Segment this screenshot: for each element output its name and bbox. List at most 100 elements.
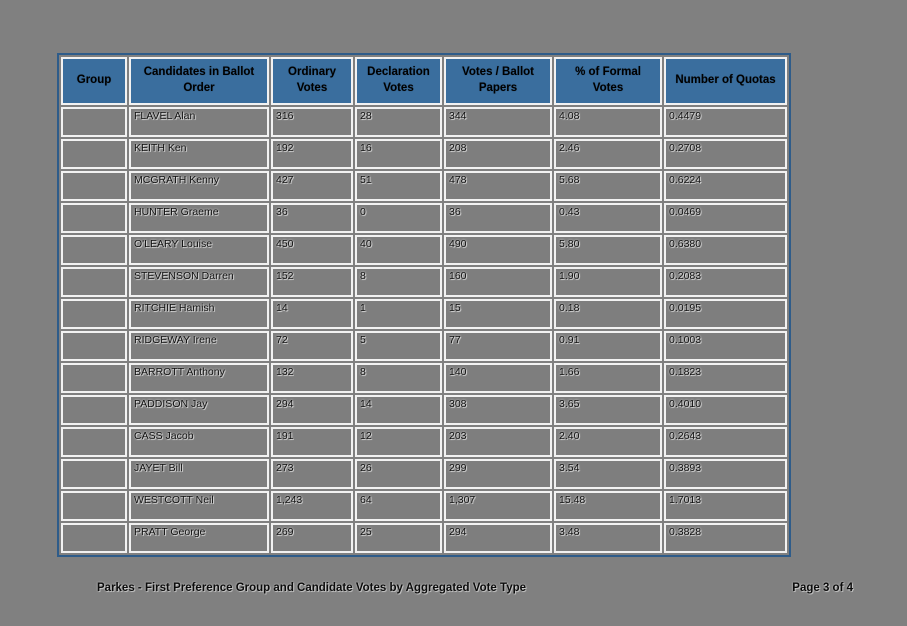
cell-number-of-quotas: 0.0469 [664,203,787,233]
cell-number-of-quotas: 0.0195 [664,299,787,329]
results-table-container: Group Candidates in Ballot Order Ordinar… [57,53,791,557]
cell-votes-ballot-papers: 299 [444,459,552,489]
page-footer: Parkes - First Preference Group and Cand… [97,582,853,594]
cell-candidate: BARROTT Anthony [129,363,269,393]
cell-votes-ballot-papers: 478 [444,171,552,201]
column-header-declaration: Declaration Votes [355,57,442,105]
column-header-candidates: Candidates in Ballot Order [129,57,269,105]
cell-candidate: WESTCOTT Neil [129,491,269,521]
cell-declaration-votes: 25 [355,523,442,553]
cell-votes-ballot-papers: 203 [444,427,552,457]
cell-pct-formal-votes: 15.48 [554,491,662,521]
cell-ordinary-votes: 1,243 [271,491,353,521]
cell-number-of-quotas: 0.2083 [664,267,787,297]
cell-declaration-votes: 16 [355,139,442,169]
cell-pct-formal-votes: 1.66 [554,363,662,393]
cell-candidate: PRATT George [129,523,269,553]
cell-number-of-quotas: 0.2708 [664,139,787,169]
cell-group [61,459,127,489]
cell-declaration-votes: 12 [355,427,442,457]
cell-pct-formal-votes: 3.54 [554,459,662,489]
table-row: STEVENSON Darren 152 8 160 1.90 0.2083 [61,267,787,297]
page-number: Page 3 of 4 [792,582,853,594]
cell-number-of-quotas: 0.4479 [664,107,787,137]
cell-votes-ballot-papers: 140 [444,363,552,393]
cell-number-of-quotas: 0.6224 [664,171,787,201]
cell-declaration-votes: 51 [355,171,442,201]
cell-declaration-votes: 28 [355,107,442,137]
cell-group [61,363,127,393]
table-row: PRATT George 269 25 294 3.48 0.3828 [61,523,787,553]
cell-declaration-votes: 26 [355,459,442,489]
cell-votes-ballot-papers: 208 [444,139,552,169]
cell-group [61,107,127,137]
table-row: WESTCOTT Neil 1,243 64 1,307 15.48 1.7013 [61,491,787,521]
table-row: KEITH Ken 192 16 208 2.46 0.2708 [61,139,787,169]
cell-candidate: KEITH Ken [129,139,269,169]
cell-candidate: RIDGEWAY Irene [129,331,269,361]
cell-group [61,299,127,329]
cell-pct-formal-votes: 2.46 [554,139,662,169]
cell-candidate: RITCHIE Hamish [129,299,269,329]
cell-ordinary-votes: 316 [271,107,353,137]
cell-pct-formal-votes: 0.91 [554,331,662,361]
cell-candidate: CASS Jacob [129,427,269,457]
table-row: RIDGEWAY Irene 72 5 77 0.91 0.1003 [61,331,787,361]
cell-number-of-quotas: 0.4010 [664,395,787,425]
cell-pct-formal-votes: 3.48 [554,523,662,553]
cell-ordinary-votes: 269 [271,523,353,553]
results-table: Group Candidates in Ballot Order Ordinar… [59,55,789,555]
cell-declaration-votes: 64 [355,491,442,521]
cell-ordinary-votes: 192 [271,139,353,169]
column-header-votes: Votes / Ballot Papers [444,57,552,105]
cell-group [61,139,127,169]
cell-ordinary-votes: 72 [271,331,353,361]
table-row: CASS Jacob 191 12 203 2.40 0.2643 [61,427,787,457]
cell-group [61,523,127,553]
cell-group [61,491,127,521]
cell-pct-formal-votes: 1.90 [554,267,662,297]
table-row: HUNTER Graeme 36 0 36 0.43 0.0469 [61,203,787,233]
cell-candidate: MCGRATH Kenny [129,171,269,201]
cell-ordinary-votes: 294 [271,395,353,425]
cell-candidate: PADDISON Jay [129,395,269,425]
cell-ordinary-votes: 14 [271,299,353,329]
cell-group [61,203,127,233]
cell-votes-ballot-papers: 36 [444,203,552,233]
cell-pct-formal-votes: 0.43 [554,203,662,233]
cell-ordinary-votes: 152 [271,267,353,297]
cell-number-of-quotas: 0.1003 [664,331,787,361]
column-header-group: Group [61,57,127,105]
cell-votes-ballot-papers: 344 [444,107,552,137]
cell-declaration-votes: 1 [355,299,442,329]
cell-number-of-quotas: 0.1823 [664,363,787,393]
cell-candidate: FLAVEL Alan [129,107,269,137]
cell-number-of-quotas: 0.3828 [664,523,787,553]
cell-ordinary-votes: 450 [271,235,353,265]
cell-group [61,171,127,201]
cell-group [61,267,127,297]
cell-pct-formal-votes: 3.65 [554,395,662,425]
cell-pct-formal-votes: 0.18 [554,299,662,329]
report-title: Parkes - First Preference Group and Cand… [97,582,527,594]
cell-candidate: STEVENSON Darren [129,267,269,297]
cell-candidate: O'LEARY Louise [129,235,269,265]
cell-ordinary-votes: 132 [271,363,353,393]
cell-votes-ballot-papers: 15 [444,299,552,329]
cell-number-of-quotas: 0.6380 [664,235,787,265]
cell-group [61,331,127,361]
cell-declaration-votes: 8 [355,363,442,393]
cell-declaration-votes: 40 [355,235,442,265]
cell-pct-formal-votes: 5.80 [554,235,662,265]
cell-pct-formal-votes: 5.68 [554,171,662,201]
cell-ordinary-votes: 36 [271,203,353,233]
table-row: BARROTT Anthony 132 8 140 1.66 0.1823 [61,363,787,393]
table-row: FLAVEL Alan 316 28 344 4.08 0.4479 [61,107,787,137]
table-row: PADDISON Jay 294 14 308 3.65 0.4010 [61,395,787,425]
cell-votes-ballot-papers: 77 [444,331,552,361]
cell-ordinary-votes: 427 [271,171,353,201]
cell-votes-ballot-papers: 294 [444,523,552,553]
cell-candidate: HUNTER Graeme [129,203,269,233]
cell-votes-ballot-papers: 1,307 [444,491,552,521]
table-row: MCGRATH Kenny 427 51 478 5.68 0.6224 [61,171,787,201]
